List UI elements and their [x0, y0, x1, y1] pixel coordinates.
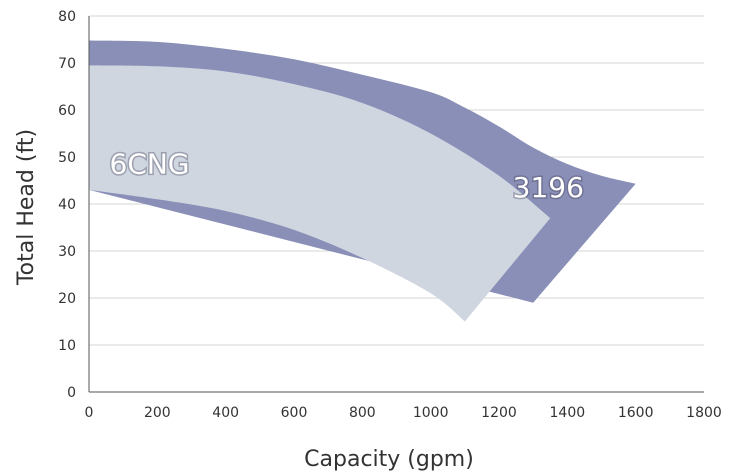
y-tick-80: 80 [58, 9, 76, 25]
axes [88, 16, 704, 393]
x-tick-1000: 1000 [413, 405, 449, 421]
x-tick-1200: 1200 [481, 405, 517, 421]
series-label-6cng: 6CNG [110, 147, 190, 180]
x-axis-label: Capacity (gpm) [304, 447, 474, 471]
x-tick-800: 800 [349, 405, 376, 421]
y-tick-30: 30 [58, 244, 76, 260]
y-tick-labels: 0 10 20 30 40 50 60 70 80 [58, 9, 76, 401]
series-labels: 3196 6CNG [108, 146, 585, 206]
x-tick-0: 0 [85, 405, 94, 421]
y-tick-70: 70 [58, 56, 76, 72]
x-tick-labels: 0 200 400 600 800 1000 1200 1400 1600 1800 [85, 405, 722, 421]
series-areas [89, 40, 636, 322]
y-tick-0: 0 [67, 385, 76, 401]
x-tick-400: 400 [212, 405, 239, 421]
y-tick-40: 40 [58, 197, 76, 213]
x-tick-600: 600 [281, 405, 308, 421]
series-label-3196: 3196 [513, 171, 584, 204]
y-tick-50: 50 [58, 150, 76, 166]
x-tick-1800: 1800 [686, 405, 722, 421]
y-tick-10: 10 [58, 338, 76, 354]
y-tick-20: 20 [58, 291, 76, 307]
y-axis-label: Total Head (ft) [14, 129, 39, 286]
x-tick-1400: 1400 [550, 405, 586, 421]
x-tick-1600: 1600 [618, 405, 654, 421]
area-6cng [89, 65, 551, 322]
x-tick-200: 200 [144, 405, 171, 421]
y-tick-60: 60 [58, 103, 76, 119]
